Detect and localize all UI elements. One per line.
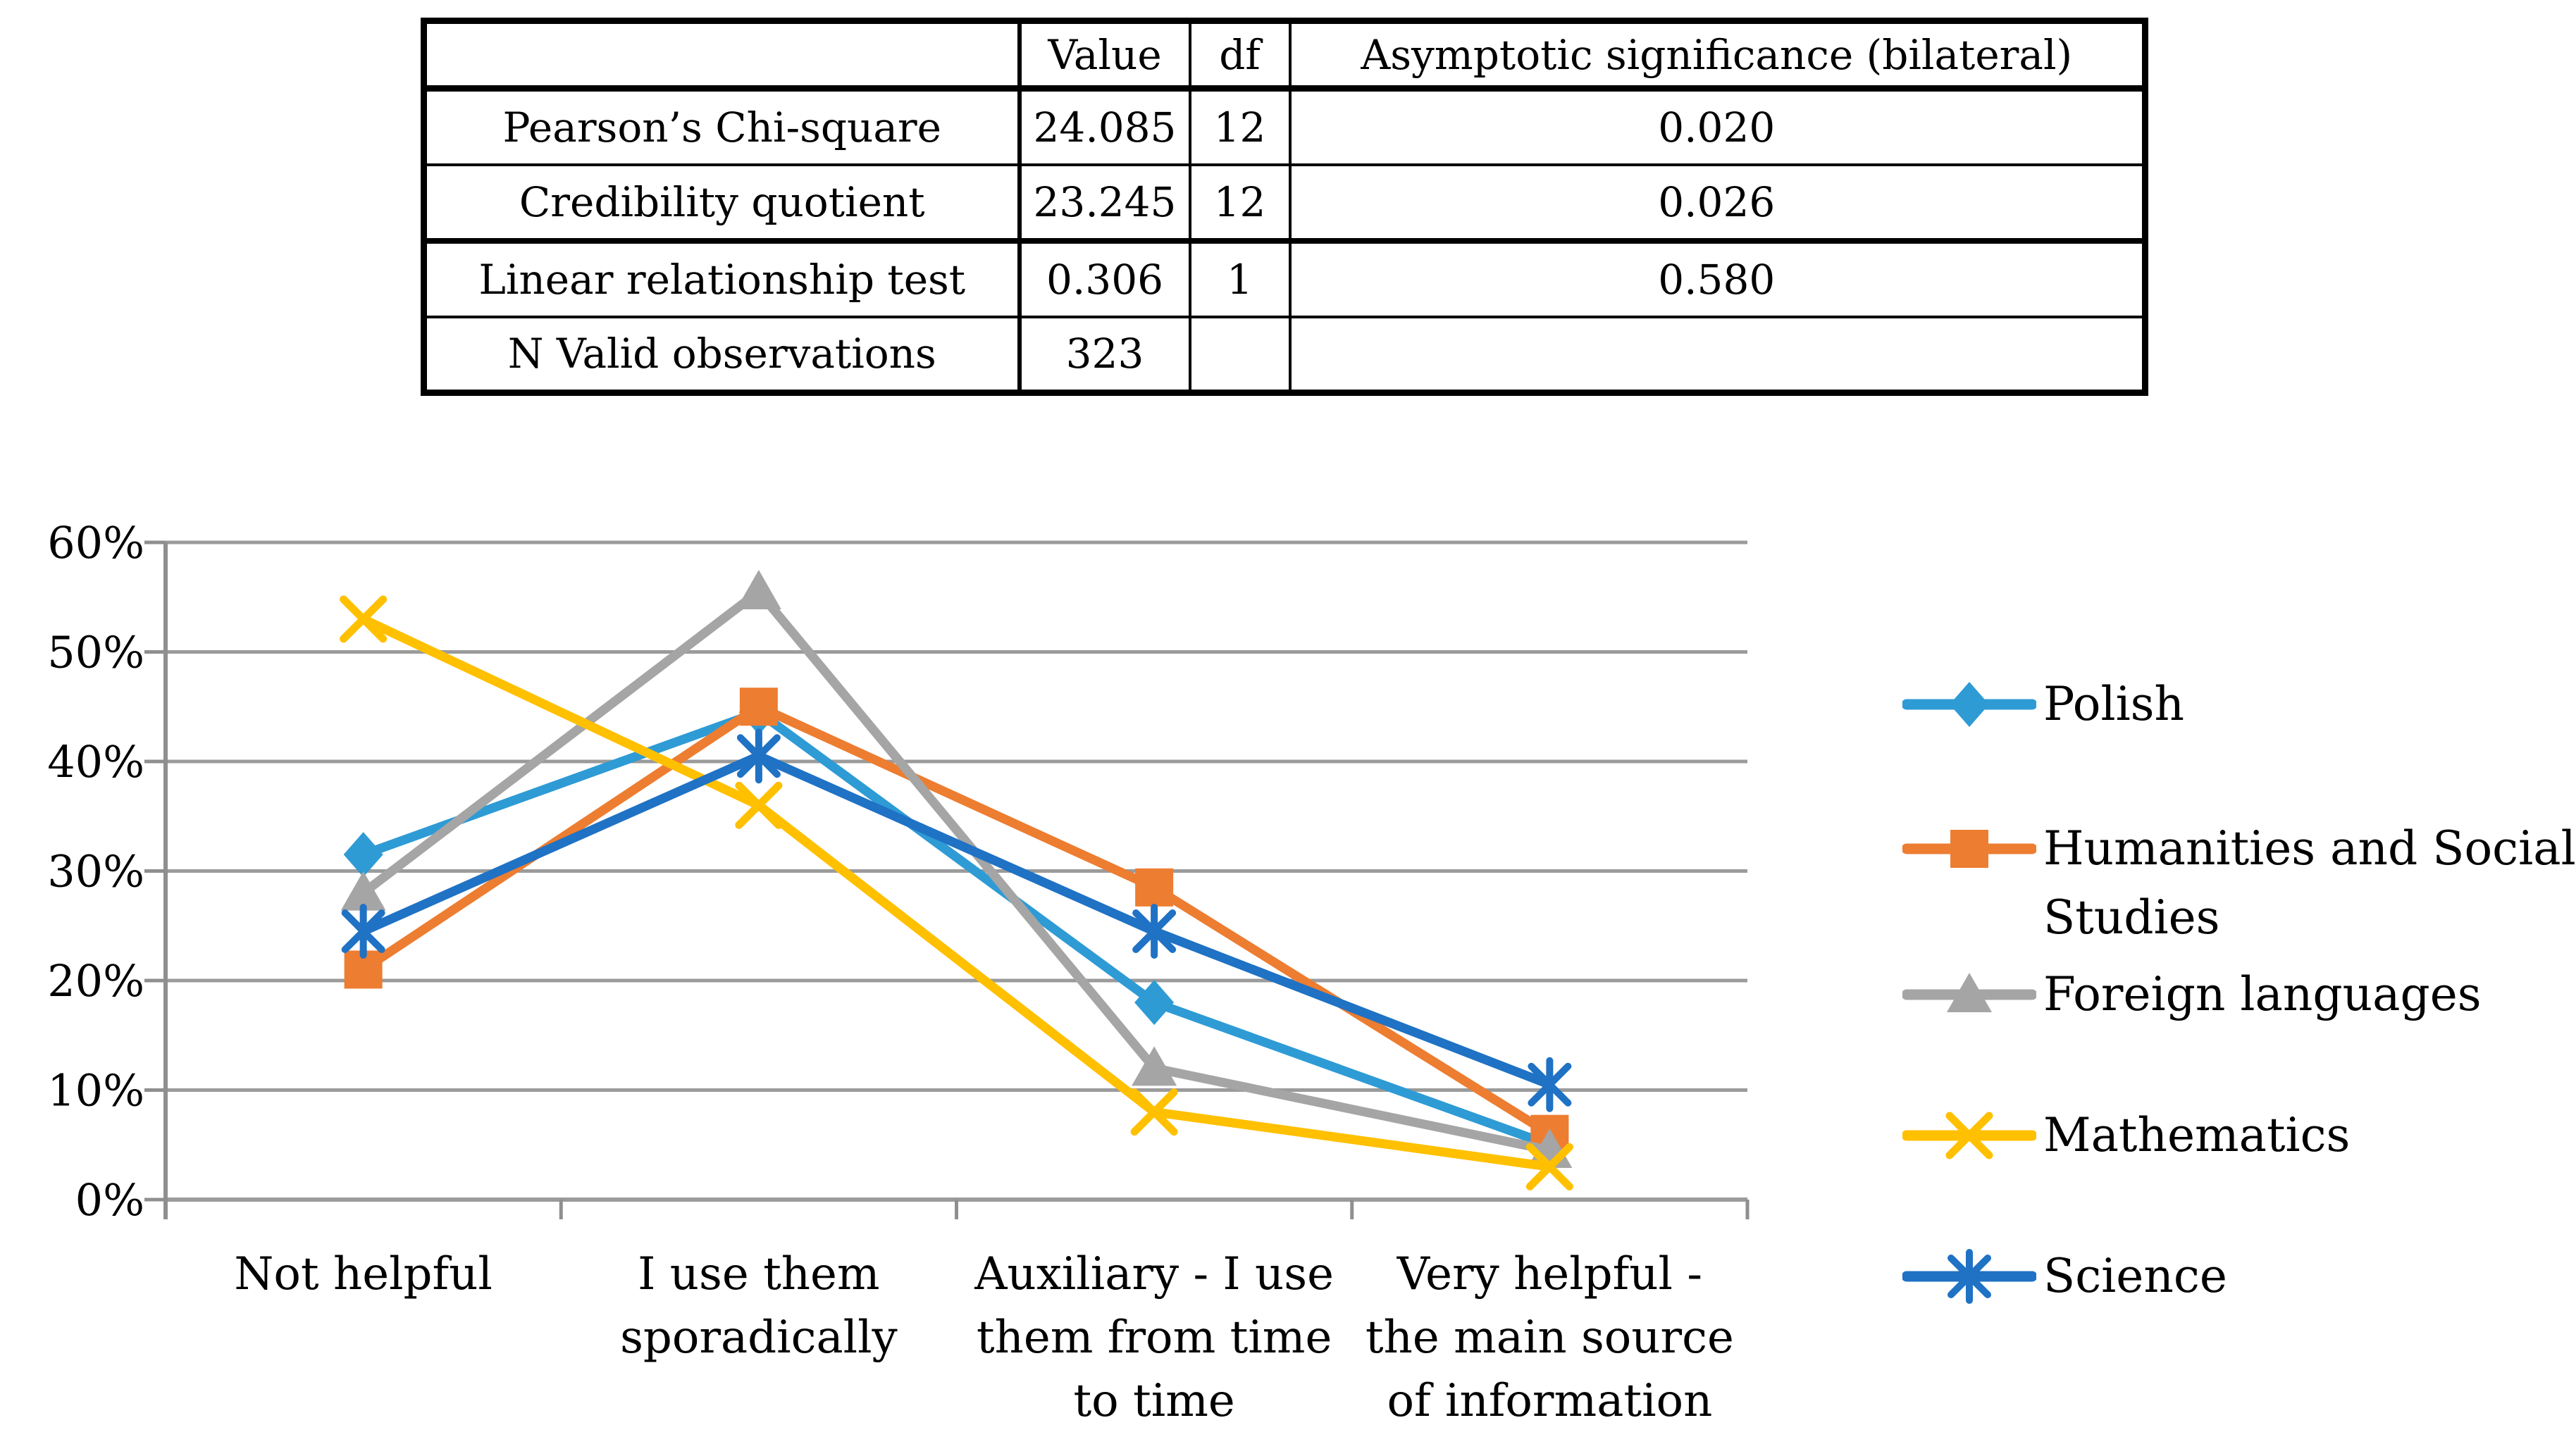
triangle-marker — [1132, 1046, 1177, 1086]
legend-item-polish: Polish — [1902, 670, 2184, 739]
asterisk-marker — [341, 904, 385, 959]
y-tick-label: 50% — [47, 627, 144, 678]
x-marker — [1525, 1143, 1573, 1190]
x-marker — [340, 595, 388, 643]
cell-df: 1 — [1188, 239, 1292, 318]
diamond-marker — [343, 832, 383, 878]
legend-label: Mathematics — [2043, 1108, 2351, 1162]
legend-item-mathematics: Mathematics — [1902, 1101, 2350, 1170]
legend-item-foreign-languages: Foreign languages — [1902, 960, 2482, 1029]
row-label: Linear relationship test — [422, 239, 1022, 318]
series-foreign-languages — [340, 569, 1573, 1169]
x-marker — [1130, 1088, 1178, 1136]
series-line-humanities-and-social-studies — [359, 702, 1554, 1139]
legend-square-marker-icon — [1902, 830, 2036, 868]
diamond-marker — [1950, 682, 1989, 727]
x-category-label: Very helpful -the main source of informat… — [1366, 1248, 1734, 1427]
series-line-polish — [359, 707, 1554, 1150]
y-tick-label: 40% — [47, 736, 144, 788]
triangle-marker — [736, 569, 781, 609]
cell-df: 12 — [1188, 163, 1292, 244]
legend-item-humanities-and-social-studies: Humanities and Social Studies — [1902, 814, 2576, 952]
x-marker — [735, 781, 783, 829]
series-science — [341, 728, 1572, 1112]
square-marker — [1950, 830, 1988, 868]
legend-asterisk-marker-icon — [1902, 1249, 2036, 1304]
cell-sig — [1288, 315, 2147, 394]
col-header-value: Value — [1017, 19, 1191, 92]
triangle-marker — [340, 871, 386, 911]
triangle-marker — [1947, 973, 1992, 1012]
diamond-marker — [1134, 980, 1175, 1026]
table-row: Credibility quotient 23.245 12 0.026 — [422, 163, 2147, 244]
legend-diamond-marker-icon — [1902, 682, 2036, 727]
chart-legend: Polish Humanities and Social Studies Foreig… — [1902, 0, 2576, 1437]
row-label: Pearson’s Chi-square — [422, 87, 1022, 166]
y-tick-label: 10% — [47, 1065, 144, 1116]
col-header-df: df — [1188, 19, 1292, 92]
square-marker — [739, 688, 778, 726]
square-marker — [1135, 868, 1174, 907]
series-line-foreign-languages — [359, 587, 1554, 1155]
asterisk-marker — [1528, 1057, 1572, 1112]
legend-triangle-marker-icon — [1902, 973, 2036, 1012]
series-line-mathematics — [359, 614, 1554, 1171]
chi-square-table: Value df Asymptotic significance (bilate… — [421, 18, 2148, 396]
legend-label: Humanities and Social Studies — [2043, 821, 2576, 945]
legend-x-marker-icon — [1902, 1112, 2036, 1159]
x-category-label: Auxiliary - I use them from time to time — [974, 1248, 1334, 1427]
x-category-label: I use them sporadically — [620, 1248, 898, 1364]
y-tick-label: 60% — [47, 517, 144, 568]
legend-label: Science — [2043, 1249, 2227, 1303]
cell-value: 323 — [1017, 315, 1191, 394]
table-row: Pearson’s Chi-square 24.085 12 0.020 — [422, 87, 2147, 166]
table-row: N Valid observations 323 — [422, 315, 2147, 394]
y-tick-label: 30% — [47, 846, 144, 897]
cell-sig: 0.020 — [1288, 87, 2147, 166]
table-corner-cell — [422, 19, 1022, 92]
series-line-science — [359, 751, 1554, 1090]
asterisk-marker — [736, 728, 781, 784]
series-mathematics — [340, 595, 1573, 1190]
cell-sig: 0.026 — [1288, 163, 2147, 244]
cell-sig: 0.580 — [1288, 239, 2147, 318]
x-category-label: Not helpful — [234, 1248, 493, 1300]
x-marker — [1945, 1112, 1993, 1159]
line-chart: 0% 10% 20% 30% 40% 50% 60% Not helpful I use the… — [47, 517, 1750, 1427]
col-header-significance: Asymptotic significance (bilateral) — [1288, 19, 2147, 92]
asterisk-marker — [1132, 904, 1177, 959]
table-row: Linear relationship test 0.306 1 0.580 — [422, 239, 2147, 318]
cell-value: 0.306 — [1017, 239, 1191, 318]
row-label: N Valid observations — [422, 315, 1022, 394]
cell-df: 12 — [1188, 87, 1292, 166]
y-tick-label: 20% — [47, 955, 144, 1007]
cell-value: 24.085 — [1017, 87, 1191, 166]
asterisk-marker — [1948, 1249, 1991, 1304]
cell-value: 23.245 — [1017, 163, 1191, 244]
legend-label: Polish — [2043, 677, 2185, 731]
y-tick-label: 0% — [75, 1174, 144, 1226]
legend-item-science: Science — [1902, 1242, 2227, 1311]
cell-df — [1188, 315, 1292, 394]
legend-label: Foreign languages — [2043, 967, 2482, 1021]
table-header-row: Value df Asymptotic significance (bilate… — [422, 19, 2147, 92]
row-label: Credibility quotient — [422, 163, 1022, 244]
